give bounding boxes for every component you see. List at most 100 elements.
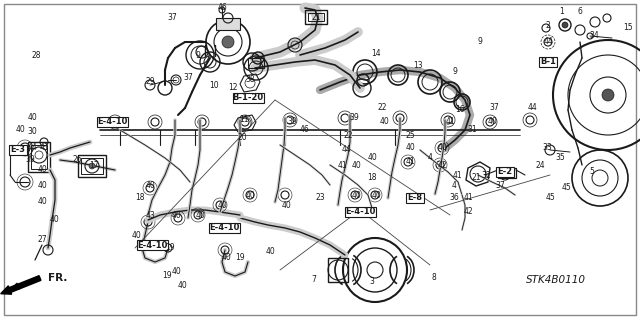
Text: E-8: E-8 bbox=[408, 194, 422, 203]
Text: 40: 40 bbox=[172, 268, 182, 277]
Text: 25: 25 bbox=[405, 130, 415, 139]
Text: 40: 40 bbox=[37, 197, 47, 206]
Text: 40: 40 bbox=[37, 166, 47, 174]
Text: 44: 44 bbox=[527, 103, 537, 113]
Text: 40: 40 bbox=[37, 181, 47, 189]
Text: 37: 37 bbox=[167, 13, 177, 23]
Text: 40: 40 bbox=[222, 254, 232, 263]
Text: 40: 40 bbox=[195, 211, 205, 219]
Text: 23: 23 bbox=[315, 194, 325, 203]
Text: 40: 40 bbox=[49, 216, 59, 225]
Bar bbox=[498, 168, 516, 178]
Text: 34: 34 bbox=[589, 32, 599, 41]
Text: 8: 8 bbox=[431, 273, 436, 283]
Text: 40: 40 bbox=[282, 201, 292, 210]
Text: 40: 40 bbox=[437, 144, 447, 152]
Text: 41: 41 bbox=[463, 194, 473, 203]
Text: 45: 45 bbox=[545, 194, 555, 203]
Circle shape bbox=[562, 22, 568, 28]
Text: 38: 38 bbox=[245, 76, 255, 85]
Text: 35: 35 bbox=[555, 153, 565, 162]
Text: 40: 40 bbox=[245, 190, 255, 199]
Text: 13: 13 bbox=[413, 61, 423, 70]
Bar bbox=[209, 223, 239, 233]
Text: 40: 40 bbox=[351, 160, 361, 169]
Text: 19: 19 bbox=[162, 271, 172, 279]
Text: 40: 40 bbox=[351, 190, 361, 199]
Text: E-2: E-2 bbox=[497, 167, 513, 176]
Circle shape bbox=[602, 89, 614, 101]
Bar bbox=[28, 142, 50, 172]
Bar bbox=[78, 155, 106, 177]
Text: 14: 14 bbox=[371, 49, 381, 58]
Text: 1: 1 bbox=[559, 8, 564, 17]
Text: E-4-10: E-4-10 bbox=[137, 241, 167, 249]
Text: 15: 15 bbox=[623, 24, 633, 33]
Text: 37: 37 bbox=[495, 181, 505, 189]
Text: 4: 4 bbox=[428, 153, 433, 162]
Text: 9: 9 bbox=[477, 38, 483, 47]
Text: 33: 33 bbox=[542, 144, 552, 152]
Text: 22: 22 bbox=[377, 103, 387, 113]
Text: 40: 40 bbox=[132, 231, 142, 240]
Text: 40: 40 bbox=[487, 117, 497, 127]
Circle shape bbox=[222, 36, 234, 48]
Text: 22: 22 bbox=[343, 130, 353, 139]
Text: 40: 40 bbox=[177, 280, 187, 290]
Text: 37: 37 bbox=[183, 73, 193, 83]
Text: 41: 41 bbox=[337, 160, 347, 169]
Text: E-4-10: E-4-10 bbox=[345, 207, 375, 217]
Text: 11: 11 bbox=[239, 115, 249, 124]
Bar bbox=[308, 13, 324, 21]
Bar bbox=[232, 93, 264, 103]
Text: 7: 7 bbox=[312, 276, 316, 285]
Text: 40: 40 bbox=[15, 125, 25, 135]
Text: 42: 42 bbox=[437, 160, 447, 169]
Text: 41: 41 bbox=[445, 117, 455, 127]
Bar bbox=[496, 167, 514, 177]
Text: 46: 46 bbox=[217, 4, 227, 12]
Text: 30: 30 bbox=[27, 128, 37, 137]
Text: 5: 5 bbox=[589, 167, 595, 176]
Text: 3: 3 bbox=[369, 278, 374, 286]
Bar bbox=[406, 193, 424, 203]
Text: 31: 31 bbox=[467, 125, 477, 135]
Bar bbox=[305, 10, 327, 24]
Text: 9: 9 bbox=[196, 50, 200, 60]
Bar bbox=[81, 158, 103, 174]
Text: 27: 27 bbox=[37, 235, 47, 244]
Text: 2: 2 bbox=[546, 21, 550, 31]
Bar bbox=[216, 18, 240, 30]
Text: 44: 44 bbox=[27, 144, 37, 152]
Text: 40: 40 bbox=[372, 190, 382, 199]
Text: 41: 41 bbox=[405, 158, 415, 167]
Text: 36: 36 bbox=[449, 194, 459, 203]
Text: 40: 40 bbox=[405, 144, 415, 152]
Text: 17: 17 bbox=[89, 160, 99, 169]
Text: 19: 19 bbox=[235, 254, 245, 263]
Text: 10: 10 bbox=[209, 81, 219, 91]
Text: 39: 39 bbox=[287, 117, 297, 127]
Text: 20: 20 bbox=[237, 133, 247, 143]
Text: 40: 40 bbox=[367, 153, 377, 162]
FancyArrow shape bbox=[1, 276, 41, 294]
Text: 18: 18 bbox=[135, 194, 145, 203]
Text: 6: 6 bbox=[577, 8, 582, 17]
Text: 39: 39 bbox=[25, 155, 35, 165]
Bar bbox=[248, 58, 264, 68]
Text: 28: 28 bbox=[31, 50, 41, 60]
Text: B-1-20: B-1-20 bbox=[232, 93, 264, 102]
Text: 40: 40 bbox=[265, 248, 275, 256]
Text: 40: 40 bbox=[27, 114, 37, 122]
Text: 39: 39 bbox=[349, 114, 359, 122]
Text: 21: 21 bbox=[471, 174, 481, 182]
Text: 45: 45 bbox=[562, 183, 572, 192]
Bar bbox=[97, 117, 127, 127]
Bar bbox=[540, 57, 557, 67]
Text: 26: 26 bbox=[72, 155, 82, 165]
Text: 12: 12 bbox=[228, 84, 237, 93]
Text: 41: 41 bbox=[39, 144, 49, 152]
Text: 21: 21 bbox=[311, 13, 321, 23]
Text: 40: 40 bbox=[145, 181, 155, 189]
Bar bbox=[344, 207, 376, 217]
